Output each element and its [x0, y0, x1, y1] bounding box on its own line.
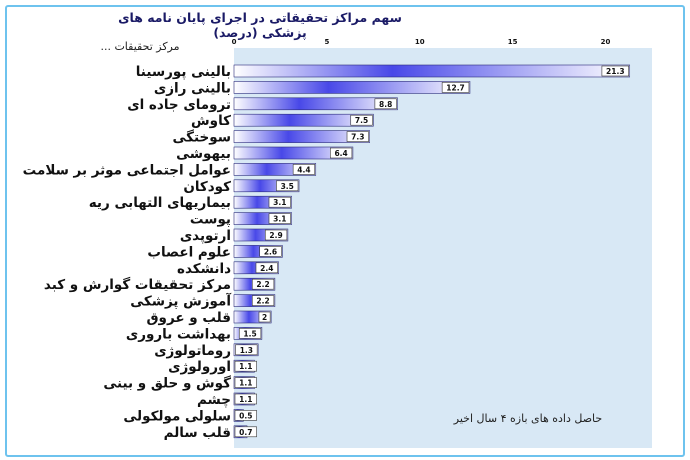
- category-label: کاوش: [191, 113, 231, 129]
- value-label: 1.5: [243, 329, 256, 338]
- category-label: علوم اعصاب: [147, 244, 231, 260]
- value-label: 2.6: [264, 247, 277, 256]
- value-label: 12.7: [446, 83, 465, 92]
- category-label: گوش و حلق و بینی: [103, 375, 231, 392]
- x-tick-label: 15: [508, 38, 518, 46]
- value-label: 1.3: [240, 346, 253, 355]
- value-label: 0.7: [239, 428, 252, 437]
- value-label: 3.1: [273, 215, 286, 224]
- value-label-box: [238, 328, 262, 339]
- value-label-box: [251, 295, 275, 306]
- category-label: سلولی مولکولی: [123, 408, 231, 424]
- x-tick-label: 5: [324, 38, 329, 46]
- value-label-box: [346, 131, 369, 142]
- value-label-box: [234, 360, 257, 372]
- value-label-box: [234, 393, 257, 405]
- value-label-box: [234, 377, 257, 388]
- x-tick-label: 10: [415, 38, 425, 46]
- category-label: بهداشت باروری: [126, 326, 231, 342]
- category-label: قلب سالم: [164, 425, 231, 441]
- category-label: بیماریهای التهابی ریه: [89, 195, 231, 211]
- bar: [233, 113, 374, 127]
- category-label: چشم: [197, 392, 231, 408]
- value-label-box: [329, 147, 353, 159]
- x-tick-label: 20: [601, 38, 611, 46]
- value-label: 2.2: [256, 297, 269, 306]
- value-label-box: [276, 180, 299, 192]
- bar: [233, 146, 354, 160]
- value-label-box: [374, 98, 397, 110]
- value-label: 2.2: [256, 280, 269, 289]
- value-label: 0.5: [239, 411, 252, 420]
- source-note: حاصل داده های بازه ۴ سال اخیر: [453, 412, 603, 425]
- value-label: 1.1: [239, 379, 252, 388]
- value-label-box: [255, 262, 278, 274]
- value-label-box: [441, 82, 470, 93]
- category-label: دانشکده: [177, 261, 231, 277]
- value-label: 8.8: [379, 100, 392, 109]
- category-label: بالینی پورسینا: [136, 64, 231, 80]
- category-label: تروماى جاده ای: [127, 97, 231, 113]
- category-label: روماتولوژی: [154, 343, 231, 359]
- value-label: 2.9: [269, 231, 282, 240]
- value-label: 7.3: [351, 133, 364, 142]
- x-tick-label: 0: [232, 38, 237, 46]
- value-label: 7.5: [355, 116, 368, 125]
- category-label: مرکز تحقیقات گوارش و کبد: [44, 276, 231, 293]
- value-label-box: [264, 229, 288, 241]
- bar: [233, 130, 370, 143]
- value-label: 3.5: [281, 182, 294, 191]
- category-label: کودکان: [183, 179, 231, 195]
- value-label: 2.4: [260, 264, 273, 273]
- value-label-box: [268, 213, 291, 224]
- value-label: 6.4: [334, 149, 347, 158]
- value-label-box: [258, 311, 271, 323]
- value-label-box: [350, 114, 373, 126]
- category-label: اورولوژی: [168, 359, 231, 375]
- value-label: 1.1: [239, 362, 252, 371]
- value-label: 1.1: [239, 395, 252, 404]
- chart-title: سهم مراکز تحقیقاتی در اجرای پایان نامه ه…: [118, 10, 402, 40]
- value-label-box: [234, 426, 257, 438]
- value-label: 21.3: [606, 67, 625, 76]
- y-axis-label: مرکز تحقیقات ...: [100, 40, 180, 53]
- category-label: پوست: [190, 212, 231, 228]
- category-label: ارتوپدی: [180, 228, 231, 244]
- value-label-box: [292, 164, 316, 175]
- chart-frame: [5, 5, 685, 457]
- value-label: 4.4: [297, 165, 310, 174]
- value-label-box: [235, 344, 258, 356]
- value-label: 3.1: [273, 198, 286, 207]
- category-label: آموزش پزشکی: [130, 293, 231, 310]
- bar: [233, 97, 398, 111]
- bar: [233, 64, 631, 78]
- value-label-box: [268, 196, 291, 208]
- value-label-box: [234, 410, 257, 421]
- bar: [233, 81, 471, 94]
- value-label-box: [601, 65, 630, 77]
- category-label: بیهوشی: [176, 146, 231, 162]
- category-label: سوختگی: [173, 129, 232, 146]
- category-label: بالینی رازی: [154, 80, 231, 96]
- category-label: عوامل اجتماعی موثر بر سلامت: [23, 162, 231, 178]
- value-label: 2: [262, 313, 267, 322]
- value-label-box: [259, 246, 282, 257]
- category-label: قلب و عروق: [146, 310, 231, 326]
- value-label-box: [251, 278, 275, 290]
